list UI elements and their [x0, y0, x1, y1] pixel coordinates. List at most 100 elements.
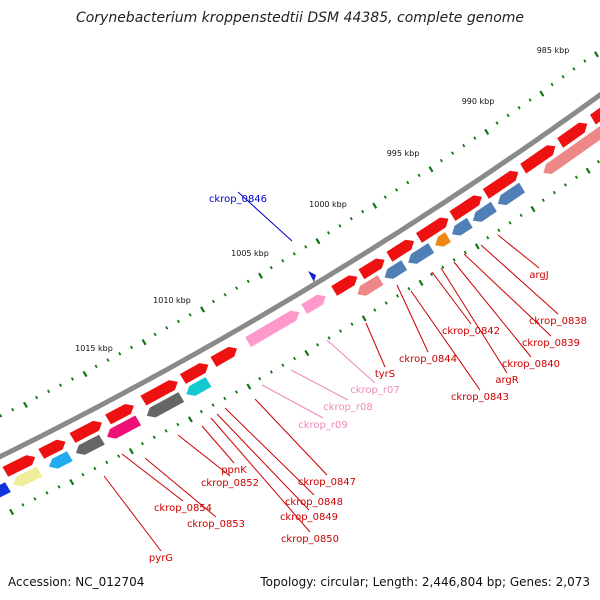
scale-tick: [187, 416, 193, 423]
gene-feature: [106, 414, 142, 440]
scale-tick: [430, 272, 434, 277]
label-leaders: [103, 191, 559, 552]
gene-feature: [472, 200, 498, 223]
scale-tick: [269, 265, 273, 270]
scale-tick: [439, 158, 443, 163]
scale-tick: [281, 363, 285, 368]
gene-feature: [415, 216, 450, 244]
scale-label: 990 kbp: [462, 97, 495, 106]
gene-label[interactable]: ckrop_0847: [298, 477, 356, 488]
gene-tracks: [0, 106, 600, 499]
leader-line: [224, 407, 315, 496]
genome-summary-text: Topology: circular; Length: 2,446,804 bp…: [259, 575, 590, 589]
scale-tick: [70, 377, 74, 381]
scale-tick: [11, 407, 15, 412]
leader-line: [440, 267, 508, 374]
scale-tick: [474, 243, 480, 250]
scale-tick: [223, 396, 227, 401]
scale-tick: [269, 370, 273, 374]
leader-line: [396, 284, 429, 353]
scale-tick: [246, 279, 250, 284]
scale-tick: [361, 315, 367, 322]
scale-tick: [541, 198, 545, 202]
scale-tick: [152, 435, 156, 440]
leader-line: [326, 339, 376, 384]
scale-tick: [326, 231, 331, 235]
gene-feature: [185, 376, 213, 397]
gene-feature: [448, 194, 483, 222]
gene-label[interactable]: ckrop_0839: [522, 338, 580, 349]
scale-tick: [21, 503, 25, 507]
gene-label[interactable]: argR: [495, 375, 518, 386]
scale-tick: [82, 370, 88, 378]
gene-label[interactable]: ckrop_r09: [298, 420, 347, 431]
scale-label: 1005 kbp: [231, 249, 269, 258]
scale-tick: [484, 128, 490, 136]
scale-tick: [211, 403, 215, 407]
gene-feature: [68, 420, 103, 444]
leader-line: [121, 453, 184, 502]
gene-label[interactable]: ckrop_0850: [281, 534, 339, 545]
scale-tick: [57, 485, 61, 489]
leader-line: [290, 369, 349, 401]
gene-feature: [357, 257, 386, 281]
gene-label[interactable]: pyrG: [149, 553, 173, 564]
scale-tick: [452, 258, 456, 262]
gene-label[interactable]: ckrop_0846: [209, 194, 267, 205]
scale-tick: [428, 166, 434, 173]
gene-label[interactable]: ckrop_0838: [529, 316, 587, 327]
gene-label[interactable]: ckrop_0842: [442, 326, 500, 337]
gene-label[interactable]: ckrop_0854: [154, 503, 212, 514]
gene-label[interactable]: ckrop_0843: [451, 392, 509, 403]
genome-backbone: [0, 91, 600, 460]
gene-label[interactable]: ckrop_0849: [280, 512, 338, 523]
gene-feature: [434, 231, 452, 248]
scale-ticks: [0, 51, 600, 516]
scale-tick: [539, 90, 545, 97]
scale-tick: [188, 313, 192, 317]
scale-tick: [246, 383, 252, 390]
gene-label[interactable]: ckrop_0840: [502, 359, 560, 370]
scale-tick: [94, 364, 98, 369]
gene-feature: [1, 454, 37, 478]
gene-feature: [451, 216, 474, 237]
scale-tick: [117, 454, 121, 458]
scale-tick: [406, 180, 410, 185]
scale-tick: [495, 121, 499, 125]
gene-label[interactable]: ckrop_0844: [399, 354, 457, 365]
gene-label[interactable]: ckrop_0848: [285, 497, 343, 508]
leader-line: [210, 417, 311, 533]
scale-tick: [572, 67, 576, 71]
gene-label[interactable]: ckrop_r07: [350, 385, 399, 396]
gene-label[interactable]: tyrS: [375, 369, 395, 380]
leader-line: [216, 413, 310, 511]
scale-tick: [105, 460, 109, 465]
leader-line: [261, 384, 324, 419]
scale-tick: [594, 51, 599, 58]
gene-label[interactable]: ppnK: [221, 465, 247, 476]
leader-line: [144, 457, 217, 518]
gene-feature: [356, 274, 385, 297]
gene-label[interactable]: ckrop_0853: [187, 519, 245, 530]
scale-tick: [552, 190, 556, 195]
leader-line: [431, 271, 472, 325]
scale-tick: [561, 74, 565, 79]
scale-tick: [373, 308, 377, 312]
scale-label: 985 kbp: [537, 46, 570, 55]
scale-tick: [550, 82, 554, 87]
scale-tick: [407, 287, 411, 291]
scale-labels: 985 kbp 990 kbp 995 kbp 1000 kbp 1005 kbp 101…: [75, 46, 569, 353]
map-title: Corynebacterium kroppenstedtii DSM 44385…: [76, 10, 524, 26]
scale-tick: [497, 228, 501, 233]
gene-label[interactable]: argJ: [529, 270, 548, 281]
leader-line: [497, 234, 540, 269]
gene-feature: [12, 465, 44, 488]
gene-label[interactable]: ckrop_r08: [323, 402, 372, 413]
gene-feature: [104, 403, 135, 426]
scale-tick: [563, 183, 567, 187]
scale-tick: [441, 265, 445, 269]
gene-label[interactable]: ckrop_0852: [201, 478, 259, 489]
scale-tick: [69, 478, 75, 486]
gene-feature: [383, 259, 408, 280]
